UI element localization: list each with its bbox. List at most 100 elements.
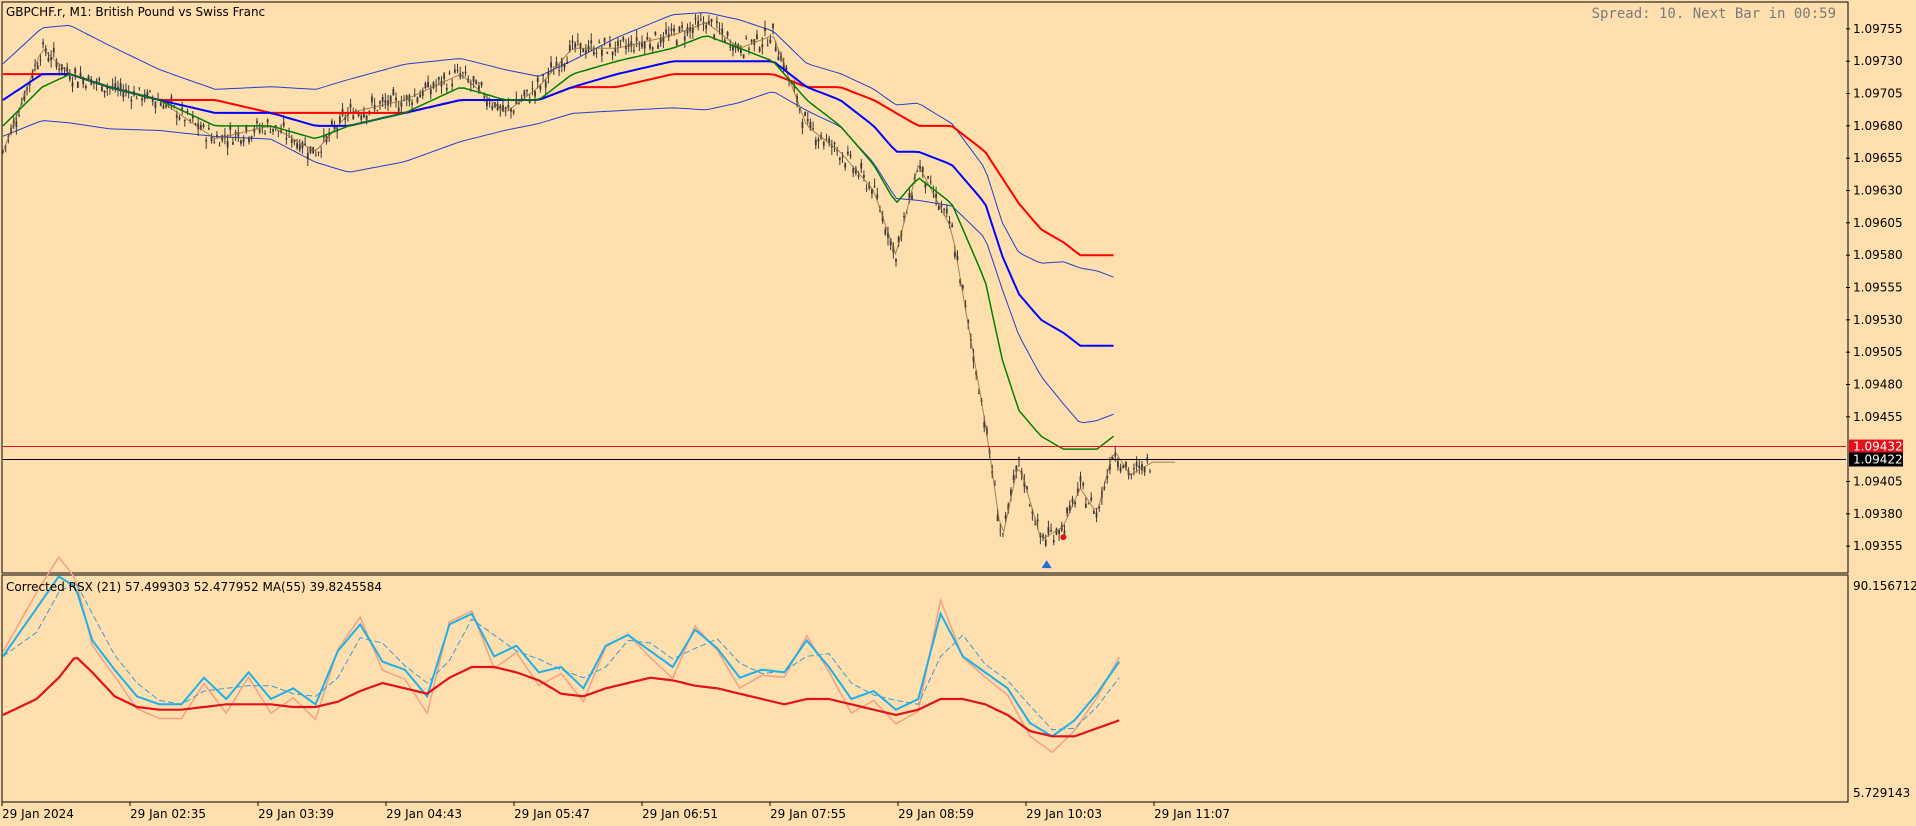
rsx-signal-line: [2, 582, 1120, 731]
candle-body: [472, 76, 475, 82]
candle-body: [804, 112, 806, 117]
candle-body: [162, 105, 165, 109]
candle-body: [405, 95, 408, 100]
candle-body: [996, 515, 999, 522]
candle-body: [552, 73, 555, 75]
candle-body: [149, 90, 151, 92]
candle-body: [52, 47, 55, 53]
x-tick-label: 29 Jan 05:47: [514, 807, 590, 821]
candle-body: [205, 139, 208, 142]
candle-body: [1119, 467, 1122, 472]
candle-body: [571, 40, 574, 43]
candle-body: [879, 210, 881, 212]
candle-body: [943, 208, 946, 210]
candle-body: [999, 529, 1002, 531]
candle-body: [215, 134, 218, 138]
candle-body: [673, 28, 675, 32]
candle-body: [135, 98, 138, 100]
candle-body: [58, 68, 61, 70]
candle-body: [1141, 464, 1143, 471]
candle-body: [558, 70, 561, 72]
candle-body: [338, 116, 341, 123]
candle-body: [806, 119, 809, 122]
candle-body: [245, 125, 248, 132]
candle-body: [103, 90, 106, 93]
candle-body: [785, 67, 788, 70]
candle-body: [895, 258, 897, 262]
candle-body: [68, 76, 71, 80]
candle-body: [437, 77, 440, 80]
y-tick-label: 1.09755: [1853, 22, 1903, 36]
price-tag-box: [1849, 439, 1903, 454]
candle-body: [1010, 489, 1012, 496]
candle-body: [1079, 476, 1082, 482]
candle-body: [908, 193, 911, 200]
candle-body: [114, 83, 117, 90]
candle-body: [15, 121, 18, 128]
candle-body: [207, 128, 210, 130]
candle-body: [416, 97, 419, 103]
candle-body: [606, 52, 609, 54]
candle-body: [189, 119, 192, 121]
candle-body: [903, 215, 905, 218]
x-tick-label: 29 Jan 06:51: [642, 807, 718, 821]
candle-body: [1002, 533, 1004, 535]
candle-body: [881, 215, 884, 222]
candle-body: [344, 117, 347, 120]
candle-body: [1004, 515, 1007, 519]
candle-body: [1050, 529, 1052, 532]
candle-body: [1068, 505, 1071, 512]
candle-body: [71, 82, 74, 87]
candle-body: [924, 182, 927, 188]
candle-body: [101, 86, 103, 92]
candle-body: [1146, 457, 1149, 461]
candle-body: [774, 47, 777, 52]
candle-body: [849, 154, 852, 157]
candle-body: [860, 162, 863, 169]
candle-body: [256, 120, 258, 124]
candle-body: [598, 42, 601, 44]
candle-body: [363, 111, 365, 118]
candle-body: [884, 229, 887, 235]
candle-body: [84, 86, 87, 89]
candle-body: [911, 195, 913, 200]
candle-body: [1125, 462, 1127, 469]
candle-body: [694, 17, 697, 20]
price-tag-label: 1.09432: [1853, 440, 1903, 454]
candle-body: [79, 72, 82, 78]
candle-body: [937, 205, 940, 210]
candle-body: [502, 105, 504, 112]
x-tick-label: 29 Jan 02:35: [130, 807, 206, 821]
candle-body: [1047, 527, 1050, 534]
candle-body: [330, 120, 333, 126]
candle-body: [130, 99, 133, 102]
candle-body: [651, 47, 654, 50]
candle-body: [657, 44, 659, 49]
candle-body: [76, 81, 79, 88]
candle-body: [1023, 481, 1026, 487]
candle-body: [1149, 471, 1151, 473]
candle-body: [419, 94, 421, 98]
candle-body: [368, 110, 371, 112]
candle-body: [665, 29, 667, 34]
candle-body: [574, 43, 577, 48]
candle-body: [921, 166, 924, 173]
y-tick-label: 1.09680: [1853, 119, 1903, 133]
candle-body: [584, 49, 587, 54]
candle-body: [1087, 503, 1090, 505]
candle-body: [424, 83, 427, 88]
indicator-y-tick-label: 90.156712: [1853, 579, 1916, 593]
candle-body: [138, 87, 141, 89]
candle-body: [445, 87, 448, 90]
candle-body: [579, 42, 582, 49]
candle-body: [833, 142, 836, 145]
candle-body: [197, 123, 200, 129]
candle-body: [1044, 539, 1047, 546]
candle-body: [956, 256, 959, 261]
candle-body: [887, 232, 889, 238]
candle-body: [125, 89, 127, 91]
y-tick-label: 1.09605: [1853, 216, 1903, 230]
candle-body: [199, 124, 202, 130]
candle-body: [36, 65, 39, 69]
candle-body: [320, 151, 323, 153]
